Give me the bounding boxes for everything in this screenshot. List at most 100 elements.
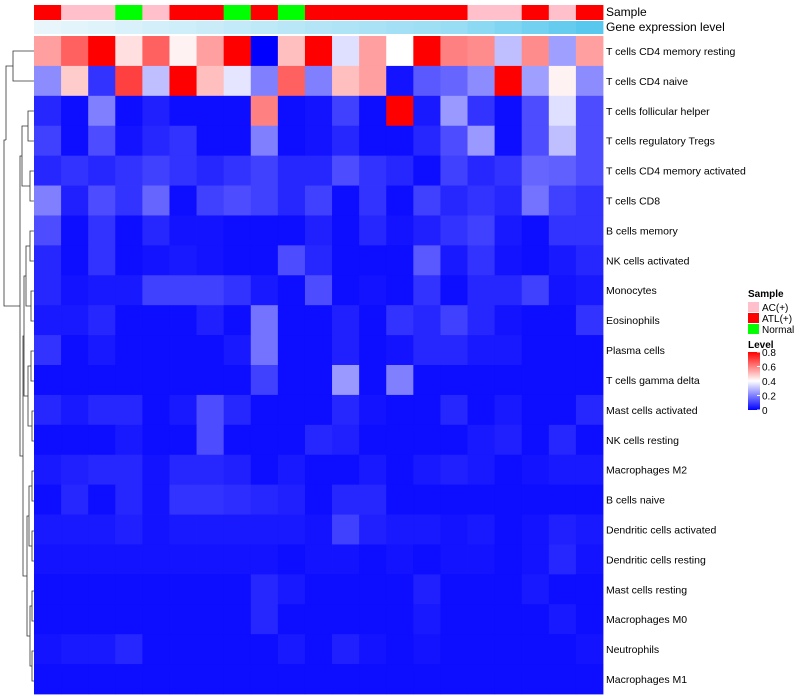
heatmap-cell	[115, 275, 143, 306]
heatmap-cell	[548, 514, 577, 545]
sample-annotation-cell	[386, 5, 414, 20]
heatmap-cell	[223, 365, 252, 396]
heatmap-cell	[115, 305, 143, 336]
row-label: Plasma cells	[606, 345, 665, 357]
heatmap-cell	[34, 604, 62, 635]
heatmap-cell	[521, 365, 550, 396]
heatmap-cell	[575, 454, 604, 486]
heatmap-cell	[115, 544, 143, 575]
heatmap-cell	[223, 36, 252, 67]
heatmap-cell	[304, 484, 333, 515]
heatmap-cell	[277, 365, 306, 396]
heatmap-cell	[277, 454, 306, 486]
heatmap-cell	[88, 335, 116, 366]
heatmap-cell	[169, 95, 197, 127]
heatmap-cell	[386, 65, 414, 97]
heatmap-cell	[223, 155, 252, 186]
gene-level-annotation-cell	[250, 21, 279, 34]
legend-level-title: Level	[748, 340, 774, 351]
heatmap-cell	[115, 454, 143, 486]
heatmap-cell	[548, 544, 577, 575]
heatmap-cell	[467, 574, 496, 605]
heatmap-cell	[386, 305, 414, 336]
sample-annotation-cell	[169, 5, 197, 20]
heatmap-cell	[34, 365, 62, 396]
heatmap-cell	[250, 574, 279, 605]
heatmap-cell	[142, 664, 170, 695]
heatmap-cell	[359, 155, 387, 186]
heatmap-cell	[277, 36, 306, 67]
heatmap-cell	[115, 424, 143, 456]
heatmap-cell	[250, 365, 279, 396]
heatmap-cell	[223, 574, 252, 605]
heatmap-cell	[332, 335, 360, 366]
heatmap-cell	[250, 335, 279, 366]
heatmap-cell	[359, 245, 387, 276]
heatmap-cell	[386, 245, 414, 276]
heatmap-cell	[548, 664, 577, 695]
heatmap-cell	[88, 424, 116, 456]
heatmap-cell	[88, 484, 116, 515]
heatmap-cell	[250, 664, 279, 695]
row-label: T cells CD4 naive	[606, 76, 688, 88]
gene-level-annotation-cell	[142, 21, 170, 34]
row-label: T cells gamma delta	[606, 375, 700, 387]
heatmap-cell	[521, 155, 550, 186]
legend-sample-label: ATL(+)	[762, 314, 792, 325]
heatmap-cell	[61, 604, 89, 635]
heatmap-cell	[440, 424, 468, 456]
heatmap-cell	[250, 245, 279, 276]
heatmap-cell	[521, 215, 550, 246]
heatmap-cell	[115, 394, 143, 426]
sample-annotation-cell	[34, 5, 62, 20]
heatmap-cell	[169, 634, 197, 665]
heatmap-cell	[277, 335, 306, 366]
heatmap-cell	[115, 65, 143, 97]
heatmap-cell	[359, 424, 387, 456]
heatmap-cell	[304, 394, 333, 426]
heatmap-cell	[494, 574, 523, 605]
heatmap-cell	[304, 155, 333, 186]
heatmap-cell	[413, 215, 441, 246]
heatmap-cell	[304, 454, 333, 486]
heatmap-cell	[304, 604, 333, 635]
row-label: Eosinophils	[606, 315, 660, 327]
heatmap-cell	[494, 215, 523, 246]
sample-annotation-cell	[413, 5, 441, 20]
heatmap-cell	[494, 484, 523, 515]
heatmap-cell	[467, 514, 496, 545]
heatmap-cell	[440, 365, 468, 396]
heatmap-cell	[250, 484, 279, 515]
heatmap-cell	[494, 514, 523, 545]
row-label: NK cells activated	[606, 255, 690, 267]
heatmap-cell	[142, 544, 170, 575]
heatmap-cell	[61, 125, 89, 157]
legend-swatch	[748, 324, 759, 334]
heatmap-cell	[440, 454, 468, 486]
row-label: T cells CD4 memory resting	[606, 46, 735, 58]
heatmap-cell	[548, 574, 577, 605]
heatmap-cell	[223, 424, 252, 456]
heatmap-cell	[521, 245, 550, 276]
heatmap-cell	[440, 185, 468, 216]
heatmap-cell	[467, 155, 496, 186]
heatmap-cell	[223, 185, 252, 216]
row-label: Mast cells activated	[606, 405, 698, 417]
heatmap-cell	[440, 95, 468, 127]
heatmap-cell	[440, 245, 468, 276]
heatmap-cell	[223, 125, 252, 157]
heatmap-cell	[88, 634, 116, 665]
heatmap-cell	[548, 215, 577, 246]
heatmap-cell	[548, 275, 577, 306]
heatmap-cell	[250, 424, 279, 456]
heatmap-cell	[115, 245, 143, 276]
heatmap-cell	[196, 155, 225, 186]
heatmap-cell	[196, 664, 225, 695]
heatmap-cell	[277, 305, 306, 336]
heatmap-cell	[332, 245, 360, 276]
heatmap-cell	[548, 95, 577, 127]
heatmap-cell	[521, 95, 550, 127]
heatmap-cell	[304, 36, 333, 67]
heatmap-cell	[575, 574, 604, 605]
heatmap-cell	[88, 215, 116, 246]
